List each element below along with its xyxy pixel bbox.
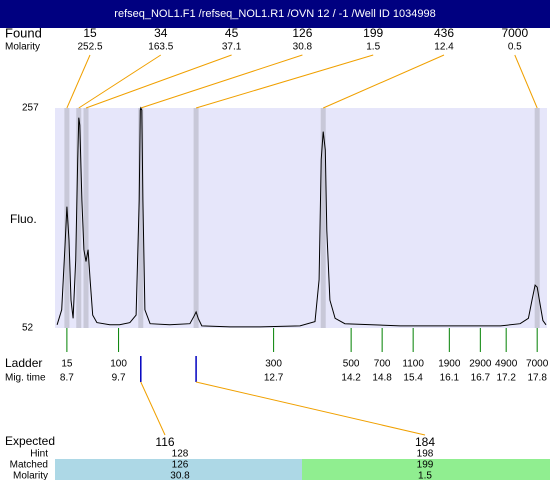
found-molarity: 37.1 bbox=[222, 42, 242, 53]
ladder-size: 1900 bbox=[438, 359, 461, 370]
ladder-time: 14.2 bbox=[341, 373, 361, 384]
matched-cell bbox=[302, 459, 550, 480]
matched-cell bbox=[55, 459, 302, 480]
hint-size: 198 bbox=[417, 449, 434, 460]
peak-connector bbox=[195, 54, 374, 109]
ladder-size: 1100 bbox=[402, 359, 424, 370]
y-tick-label: 257 bbox=[22, 103, 39, 114]
found-size: 436 bbox=[434, 26, 454, 40]
ladder-label: Ladder bbox=[5, 356, 42, 370]
found-molarity: 0.5 bbox=[508, 42, 522, 53]
ladder-time: 16.7 bbox=[471, 373, 491, 384]
y-axis-label: Fluo. bbox=[10, 212, 37, 226]
ladder-time: 16.1 bbox=[440, 373, 460, 384]
ladder-size: 7000 bbox=[526, 359, 549, 370]
ladder-time: 12.7 bbox=[264, 373, 284, 384]
molarity-label: Molarity bbox=[5, 42, 40, 53]
header-bar bbox=[0, 0, 550, 28]
found-molarity: 252.5 bbox=[77, 42, 102, 53]
ladder-size: 2900 bbox=[469, 359, 492, 370]
plot-area bbox=[55, 108, 547, 328]
found-size: 15 bbox=[83, 26, 97, 40]
ladder-size: 700 bbox=[374, 359, 391, 370]
ladder-time: 17.2 bbox=[496, 373, 516, 384]
peak-band bbox=[320, 108, 326, 328]
found-molarity: 12.4 bbox=[434, 42, 454, 53]
found-molarity: 163.5 bbox=[148, 42, 173, 53]
hint-size: 128 bbox=[172, 449, 189, 460]
peak-band bbox=[193, 108, 199, 328]
row-label: Hint bbox=[30, 449, 48, 460]
y-tick-label: 52 bbox=[22, 323, 34, 334]
ladder-time: 14.8 bbox=[372, 373, 392, 384]
row-label: Matched bbox=[10, 460, 48, 471]
found-label: Found bbox=[5, 25, 42, 40]
mig-time-label: Mig. time bbox=[5, 373, 46, 384]
ladder-time: 9.7 bbox=[112, 373, 126, 384]
ladder-time: 8.7 bbox=[60, 373, 74, 384]
ladder-size: 4900 bbox=[495, 359, 518, 370]
peak-connector bbox=[323, 54, 445, 109]
found-size: 45 bbox=[225, 26, 239, 40]
expected-size: 116 bbox=[155, 435, 174, 449]
ladder-size: 300 bbox=[265, 359, 282, 370]
match-connector bbox=[195, 381, 426, 436]
ladder-time: 17.8 bbox=[527, 373, 547, 384]
ladder-size: 15 bbox=[61, 359, 73, 370]
found-size: 34 bbox=[154, 26, 168, 40]
matched-molarity: 1.5 bbox=[418, 471, 432, 480]
ladder-size: 500 bbox=[343, 359, 360, 370]
found-molarity: 30.8 bbox=[293, 42, 313, 53]
peak-connector bbox=[78, 54, 162, 109]
peak-band bbox=[83, 108, 89, 328]
matched-molarity: 30.8 bbox=[170, 471, 190, 480]
found-molarity: 1.5 bbox=[366, 42, 380, 53]
peak-connector bbox=[514, 54, 538, 109]
peak-band bbox=[138, 108, 144, 328]
trace bbox=[56, 106, 547, 328]
matched-size: 126 bbox=[172, 460, 189, 471]
peak-connector bbox=[140, 54, 303, 109]
peak-band bbox=[76, 108, 82, 328]
peak-band bbox=[534, 108, 540, 328]
expected-size: 184 bbox=[415, 435, 435, 449]
peak-band bbox=[64, 108, 70, 328]
matched-size: 199 bbox=[417, 460, 434, 471]
ladder-time: 15.4 bbox=[403, 373, 423, 384]
found-size: 126 bbox=[292, 26, 312, 40]
peak-connector bbox=[66, 54, 91, 109]
found-size: 199 bbox=[363, 26, 383, 40]
header-title: refseq_NOL1.F1 /refseq_NOL1.R1 /OVN 12 /… bbox=[114, 8, 435, 20]
peak-connector bbox=[85, 54, 232, 109]
row-label: Expected bbox=[5, 434, 55, 448]
ladder-size: 100 bbox=[110, 359, 127, 370]
row-label: Molarity bbox=[13, 471, 48, 480]
found-size: 7000 bbox=[501, 26, 528, 40]
match-connector bbox=[140, 381, 166, 436]
